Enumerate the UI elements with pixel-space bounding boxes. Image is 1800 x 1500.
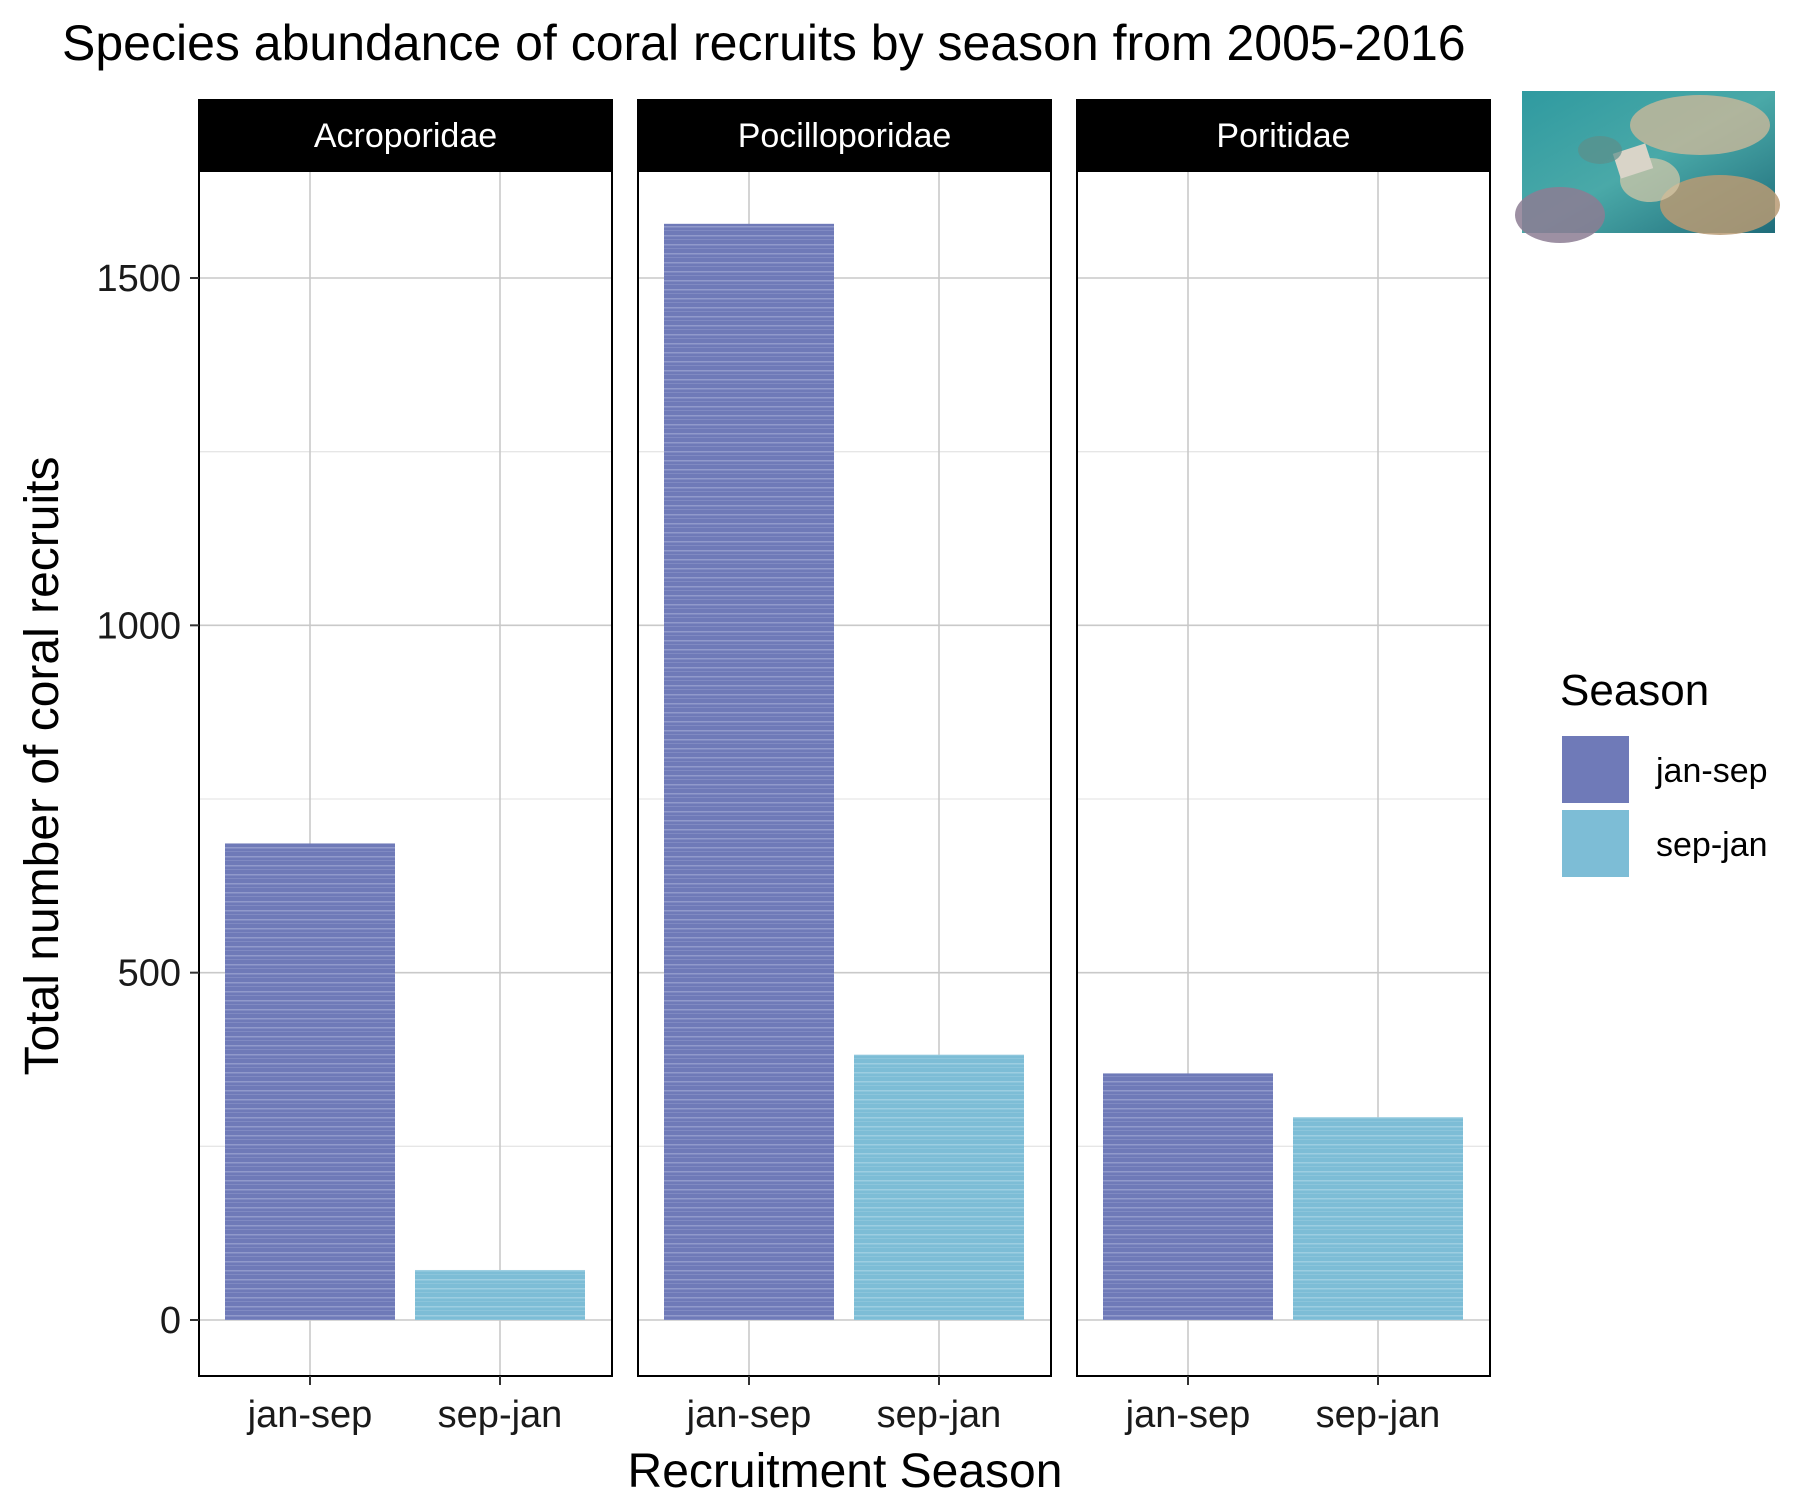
facet-panel-poritidae: Poritidae jan-sep sep-jan: [1076, 99, 1491, 1436]
bar-poritidae-jan-sep: [1103, 1073, 1273, 1320]
facet-strip: [1076, 99, 1491, 172]
x-tick-label: jan-sep: [1125, 1394, 1251, 1436]
x-tick-label: sep-jan: [877, 1394, 1002, 1436]
coral-reef-photo: [1515, 91, 1780, 243]
facet-panel-acroporidae: Acroporidae jan-sep sep-jan: [198, 99, 613, 1436]
facet-strip: [637, 99, 1052, 172]
x-tick-label: jan-sep: [686, 1394, 812, 1436]
facet-panel-pocilloporidae: Pocilloporidae jan-sep sep-jan: [637, 99, 1052, 1436]
y-tick-label: 1500: [96, 258, 181, 300]
x-tick-label: sep-jan: [438, 1394, 563, 1436]
bar-acroporidae-sep-jan: [415, 1269, 585, 1320]
legend-label-sep-jan: sep-jan: [1656, 826, 1768, 864]
legend-title: Season: [1560, 666, 1709, 715]
y-axis-title: Total number of coral recruits: [16, 457, 69, 1076]
facet-strip: [198, 99, 613, 172]
bar-poritidae-sep-jan: [1293, 1117, 1463, 1320]
x-tick-label: jan-sep: [247, 1394, 373, 1436]
y-tick-label: 0: [160, 1300, 181, 1342]
legend-swatch-sep-jan: [1562, 810, 1629, 877]
legend: Season jan-sep sep-jan: [1560, 666, 1768, 877]
chart-title: Species abundance of coral recruits by s…: [62, 15, 1466, 71]
bar-pocilloporidae-sep-jan: [854, 1054, 1024, 1320]
facet-strip-label: Acroporidae: [314, 117, 497, 155]
bar-pocilloporidae-jan-sep: [664, 223, 834, 1320]
facet-strip-label: Pocilloporidae: [738, 117, 952, 155]
x-tick-label: sep-jan: [1316, 1394, 1441, 1436]
bar-acroporidae-jan-sep: [225, 843, 395, 1320]
facet-strip-label: Poritidae: [1216, 117, 1350, 155]
legend-label-jan-sep: jan-sep: [1655, 752, 1768, 790]
facet-panels: Acroporidae jan-sep sep-jan Pocilloporidae j…: [96, 99, 1491, 1436]
x-axis-title: Recruitment Season: [628, 1445, 1063, 1498]
legend-swatch-jan-sep: [1562, 736, 1629, 803]
y-tick-label: 1000: [96, 605, 181, 647]
y-axis: 0 500 1000 1500: [96, 258, 199, 1342]
y-tick-label: 500: [118, 953, 181, 995]
